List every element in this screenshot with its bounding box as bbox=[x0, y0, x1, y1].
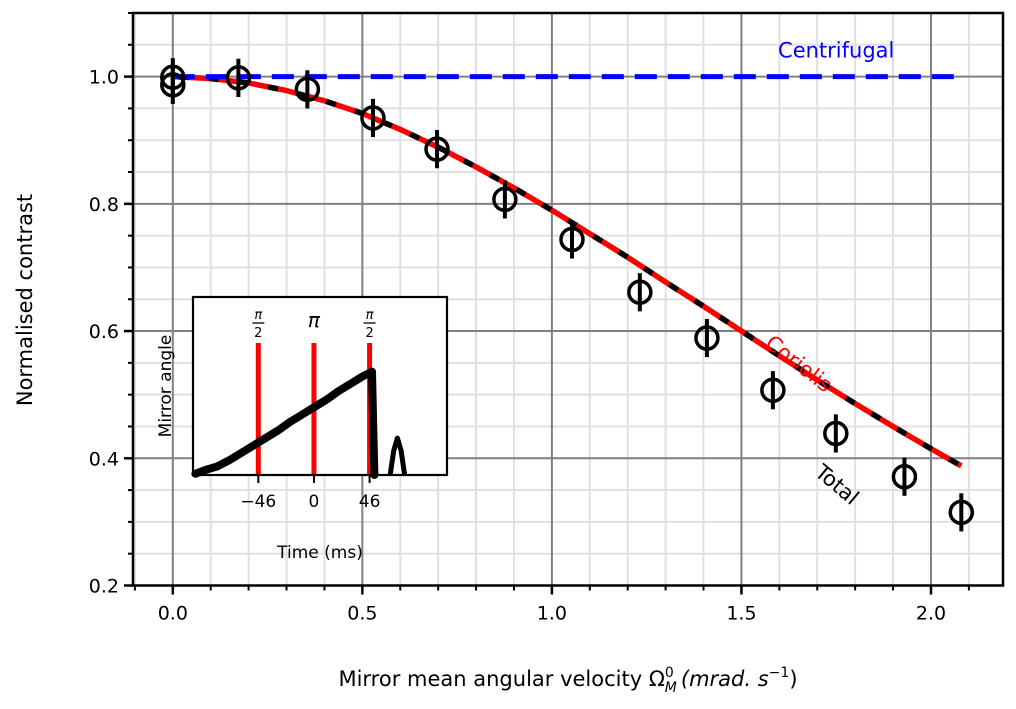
data-marker bbox=[424, 136, 450, 162]
inset-background bbox=[193, 297, 447, 475]
data-point bbox=[160, 65, 186, 104]
inset-phase-label-denominator: 2 bbox=[365, 326, 373, 341]
data-marker bbox=[360, 105, 386, 131]
x-axis-label-units-sup: −1 bbox=[769, 665, 790, 681]
y-tick-label: 0.2 bbox=[89, 576, 119, 598]
data-marker bbox=[225, 65, 252, 91]
data-markers bbox=[160, 58, 975, 532]
y-tick-label: 0.8 bbox=[89, 194, 119, 216]
data-marker bbox=[760, 377, 786, 403]
inset-phase-label-denominator: 2 bbox=[254, 326, 262, 341]
inset-trace bbox=[191, 367, 408, 479]
inset-phase-label-numerator: π bbox=[366, 308, 374, 323]
inset-trace-line bbox=[191, 367, 379, 479]
y-axis-label: Normalised contrast bbox=[13, 194, 37, 406]
data-point bbox=[559, 220, 585, 259]
data-marker bbox=[627, 279, 653, 306]
inset-phase-label-numerator: π bbox=[254, 308, 262, 323]
data-point bbox=[492, 180, 518, 219]
data-point bbox=[891, 457, 918, 496]
x-tick-label: 0.5 bbox=[347, 603, 377, 625]
inset-x-axis-label: Time (ms) bbox=[276, 543, 363, 563]
data-marker bbox=[559, 226, 585, 253]
x-axis-label-sup: 0 bbox=[665, 665, 674, 681]
data-marker bbox=[823, 420, 849, 447]
x-axis-label-sub: M bbox=[665, 680, 677, 696]
y-tick-label: 0.4 bbox=[89, 448, 119, 470]
data-marker bbox=[294, 76, 321, 103]
inset-x-tick-label: −46 bbox=[240, 492, 276, 512]
x-tick-label: 1.5 bbox=[726, 603, 756, 625]
data-point bbox=[694, 318, 720, 358]
x-tick-label: 1.0 bbox=[537, 603, 567, 625]
data-marker bbox=[891, 463, 918, 490]
data-point bbox=[360, 98, 386, 138]
data-marker bbox=[948, 499, 975, 526]
data-point bbox=[948, 493, 975, 532]
x-tick-label: 2.0 bbox=[916, 603, 946, 625]
inset-x-tick-label: 46 bbox=[359, 492, 381, 512]
data-marker bbox=[160, 72, 186, 98]
data-marker bbox=[694, 325, 720, 351]
inset-phase-label: π bbox=[308, 308, 321, 332]
data-point bbox=[627, 273, 653, 312]
x-axis-label-units-close: ) bbox=[789, 667, 797, 691]
x-axis-label-units: (mrad. s bbox=[681, 667, 769, 691]
inset-plot: π2π π2 −46 0 46 Time (ms) Mirror angle bbox=[156, 295, 449, 563]
x-ticks: 0.0 0.5 1.0 1.5 2.0 bbox=[133, 585, 970, 625]
inset-y-axis-label: Mirror angle bbox=[156, 335, 176, 438]
inset-trace-bump bbox=[387, 435, 408, 476]
data-point bbox=[823, 414, 849, 453]
inset-phase-marker: π2 bbox=[252, 308, 265, 475]
annotation-centrifugal: Centrifugal bbox=[778, 39, 894, 63]
y-tick-label: 0.6 bbox=[89, 321, 119, 343]
x-axis-label-text: Mirror mean angular velocity Ω bbox=[338, 667, 664, 691]
data-point bbox=[424, 130, 450, 169]
x-tick-label: 0.0 bbox=[158, 603, 188, 625]
x-axis-label: Mirror mean angular velocity Ω0 M (mrad. s… bbox=[338, 665, 797, 696]
data-point bbox=[225, 58, 252, 97]
inset-x-tick-label: 0 bbox=[309, 492, 320, 512]
y-tick-label: 1.0 bbox=[89, 67, 119, 89]
inset-frame bbox=[191, 295, 449, 477]
data-marker bbox=[492, 186, 518, 213]
data-point bbox=[294, 70, 321, 109]
inset-x-ticks: −46 0 46 bbox=[240, 475, 380, 512]
data-point bbox=[760, 371, 786, 410]
y-ticks: 0.2 0.4 0.6 0.8 1.0 bbox=[89, 12, 133, 598]
